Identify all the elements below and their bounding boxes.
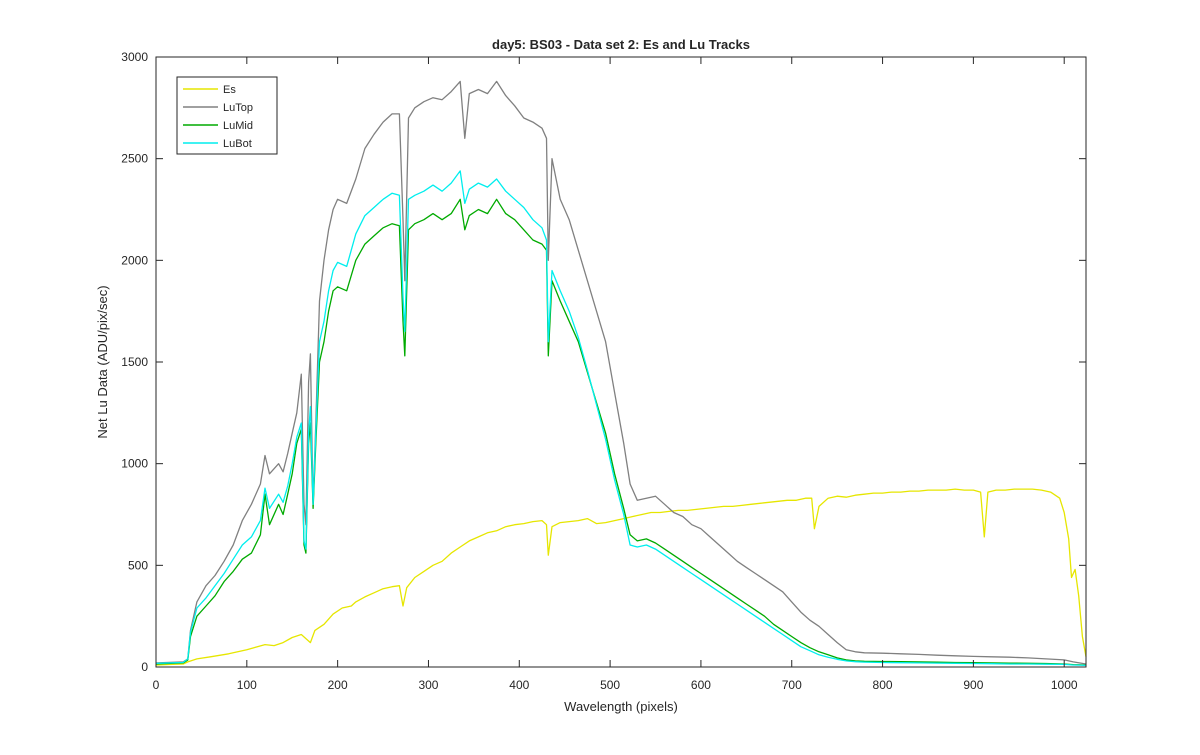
y-tick-label: 500 bbox=[128, 558, 148, 572]
y-tick-label: 1000 bbox=[121, 457, 148, 471]
x-tick-label: 100 bbox=[237, 678, 257, 692]
x-tick-label: 200 bbox=[328, 678, 348, 692]
legend-label-lumid: LuMid bbox=[223, 120, 253, 132]
x-tick-label: 500 bbox=[600, 678, 620, 692]
x-tick-label: 700 bbox=[782, 678, 802, 692]
y-tick-label: 2000 bbox=[121, 253, 148, 267]
y-tick-label: 0 bbox=[141, 660, 148, 674]
y-axis-label: Net Lu Data (ADU/pix/sec) bbox=[95, 285, 110, 438]
tick-layer: 0 100 200 300 400 500 600 700 800 900 1000 0 500 1000… bbox=[121, 50, 1086, 692]
series-layer bbox=[155, 80, 1087, 667]
x-tick-label: 0 bbox=[153, 678, 160, 692]
y-tick-label: 3000 bbox=[121, 50, 148, 64]
y-tick-label: 2500 bbox=[121, 152, 148, 166]
x-tick-label: 300 bbox=[418, 678, 438, 692]
series-line-lutop bbox=[155, 80, 1087, 665]
legend-box bbox=[176, 76, 278, 155]
series-line-lumid bbox=[155, 198, 1087, 666]
x-axis-label: Wavelength (pixels) bbox=[564, 699, 678, 714]
plot-background bbox=[156, 57, 1086, 667]
y-tick-label: 1500 bbox=[121, 355, 148, 369]
chart-title: day5: BS03 - Data set 2: Es and Lu Track… bbox=[492, 37, 750, 52]
x-tick-label: 600 bbox=[691, 678, 711, 692]
legend-label-lubot: LuBot bbox=[223, 138, 252, 150]
legend-label-lutop: LuTop bbox=[223, 102, 253, 114]
legend: Es LuTop LuMid LuBot bbox=[176, 76, 278, 155]
x-tick-label: 800 bbox=[873, 678, 893, 692]
x-tick-label: 400 bbox=[509, 678, 529, 692]
x-tick-label: 1000 bbox=[1051, 678, 1078, 692]
series-line-es bbox=[155, 488, 1087, 666]
x-tick-label: 900 bbox=[963, 678, 983, 692]
legend-label-es: Es bbox=[223, 84, 236, 96]
series-line-lubot bbox=[155, 170, 1087, 667]
